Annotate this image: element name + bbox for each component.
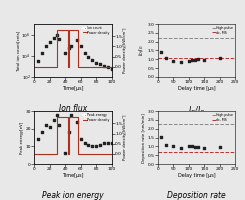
Point	[36, 60, 40, 63]
Legend: High pulse, dc, MS: High pulse, dc, MS	[212, 26, 233, 35]
Point	[52, 36, 56, 39]
Point	[172, 145, 175, 148]
Point	[218, 57, 222, 60]
Point	[57, 124, 61, 127]
Point	[67, 131, 71, 134]
Point	[218, 146, 222, 149]
Point	[172, 60, 175, 63]
X-axis label: Delay time [μs]: Delay time [μs]	[178, 173, 215, 178]
Point	[67, 47, 71, 50]
Point	[40, 131, 44, 134]
Point	[63, 51, 67, 54]
Point	[106, 141, 110, 144]
Point	[83, 51, 86, 54]
Point	[86, 55, 90, 58]
Text: Deposition rate: Deposition rate	[167, 191, 226, 200]
Legend: High pulse, dc, MS: High pulse, dc, MS	[212, 113, 233, 122]
Point	[63, 152, 67, 155]
Point	[102, 141, 106, 144]
Point	[56, 113, 60, 116]
Point	[44, 124, 48, 127]
Point	[94, 145, 98, 148]
Point	[36, 138, 40, 141]
Point	[106, 66, 110, 69]
Point	[83, 141, 86, 144]
Point	[98, 63, 102, 66]
Text: Ion flux: Ion flux	[59, 104, 87, 113]
Point	[193, 58, 197, 61]
Legend: Ion count, Power density: Ion count, Power density	[83, 26, 110, 35]
Point	[179, 147, 183, 150]
Y-axis label: $I_D$/$I_G$: $I_D$/$I_G$	[137, 45, 146, 56]
Point	[110, 141, 113, 144]
Point	[102, 65, 106, 68]
Point	[48, 125, 52, 129]
Point	[196, 146, 200, 149]
Point	[86, 143, 90, 146]
Point	[94, 61, 98, 65]
Point	[202, 147, 206, 150]
Point	[56, 33, 60, 37]
Point	[52, 118, 56, 122]
Point	[110, 67, 113, 70]
Point	[90, 145, 94, 148]
Point	[187, 145, 191, 148]
Point	[196, 58, 200, 61]
Point	[79, 45, 83, 48]
Point	[48, 40, 52, 44]
X-axis label: Time[μs]: Time[μs]	[62, 86, 84, 91]
Point	[90, 58, 94, 62]
Point	[75, 120, 79, 123]
Y-axis label: Deposition rate [nm/min]: Deposition rate [nm/min]	[142, 113, 146, 163]
Text: $I_D$/$I_G$: $I_D$/$I_G$	[188, 104, 205, 117]
Point	[44, 45, 48, 48]
Point	[190, 145, 194, 148]
Point	[57, 37, 61, 40]
X-axis label: Time[μs]: Time[μs]	[62, 173, 84, 178]
Point	[193, 146, 197, 149]
Y-axis label: Peak energy[eV]: Peak energy[eV]	[20, 121, 24, 154]
X-axis label: Delay time [μs]: Delay time [μs]	[178, 86, 215, 91]
Y-axis label: Power density[kW/cm²]: Power density[kW/cm²]	[123, 115, 127, 160]
Point	[164, 57, 168, 60]
Point	[75, 38, 79, 42]
Y-axis label: Total ion count[cnts]: Total ion count[cnts]	[16, 30, 20, 71]
Point	[40, 51, 44, 54]
Point	[98, 143, 102, 146]
Point	[159, 135, 163, 138]
Text: Peak ion energy: Peak ion energy	[42, 191, 104, 200]
Y-axis label: Power density[kW/cm²]: Power density[kW/cm²]	[123, 28, 127, 73]
Legend: Peak energy, Power density: Peak energy, Power density	[83, 113, 110, 122]
Point	[179, 61, 183, 64]
Point	[164, 143, 168, 146]
Point	[190, 59, 194, 62]
Point	[187, 59, 191, 62]
Point	[159, 51, 163, 54]
Point	[69, 113, 73, 116]
Point	[202, 59, 206, 62]
Point	[79, 138, 83, 141]
Point	[69, 44, 73, 47]
